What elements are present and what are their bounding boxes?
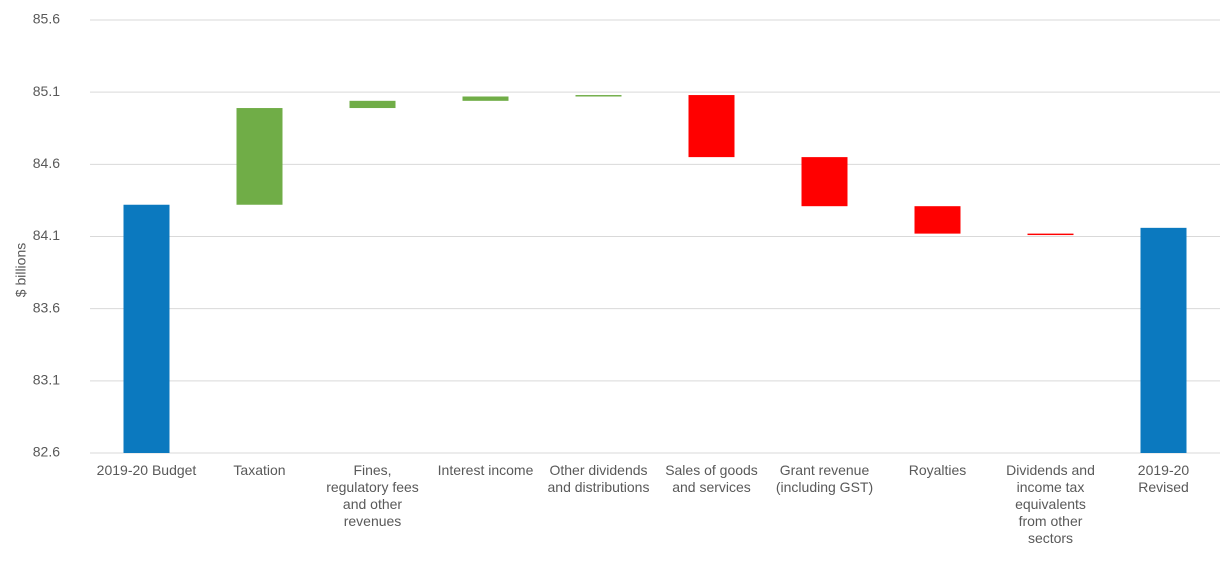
x-tick-label: Taxation [233, 462, 285, 478]
bar [688, 95, 735, 158]
y-tick-label: 83.6 [33, 299, 60, 315]
bar [236, 108, 283, 205]
bar [1027, 233, 1074, 236]
x-tick-label: 2019-20 Budget [97, 462, 197, 478]
y-tick-label: 85.1 [33, 83, 60, 99]
x-tick-label: Royalties [909, 462, 967, 478]
bar [801, 157, 848, 207]
bar [575, 95, 622, 97]
bar [914, 206, 961, 234]
x-tick-label: Fines, regulatory fees and other revenues [326, 462, 419, 529]
bar [1140, 227, 1187, 453]
y-tick-label: 82.6 [33, 444, 60, 460]
y-tick-label: 85.6 [33, 11, 60, 27]
bar [123, 204, 170, 453]
x-tick-label: Interest income [438, 462, 534, 478]
x-tick-label: Other dividends and distributions [548, 462, 650, 495]
bar [349, 100, 396, 109]
y-tick-label: 84.1 [33, 227, 60, 243]
x-tick-label: 2019-20 Revised [1138, 462, 1190, 495]
y-axis-label: $ billions [13, 243, 29, 297]
x-tick-label: Dividends and income tax equivalents from o… [1006, 462, 1095, 546]
y-tick-label: 83.1 [33, 372, 60, 388]
x-tick-label: Sales of goods and services [665, 462, 758, 495]
x-tick-label: Grant revenue (including GST) [776, 462, 873, 495]
bar [462, 96, 509, 101]
y-tick-label: 84.6 [33, 155, 60, 171]
